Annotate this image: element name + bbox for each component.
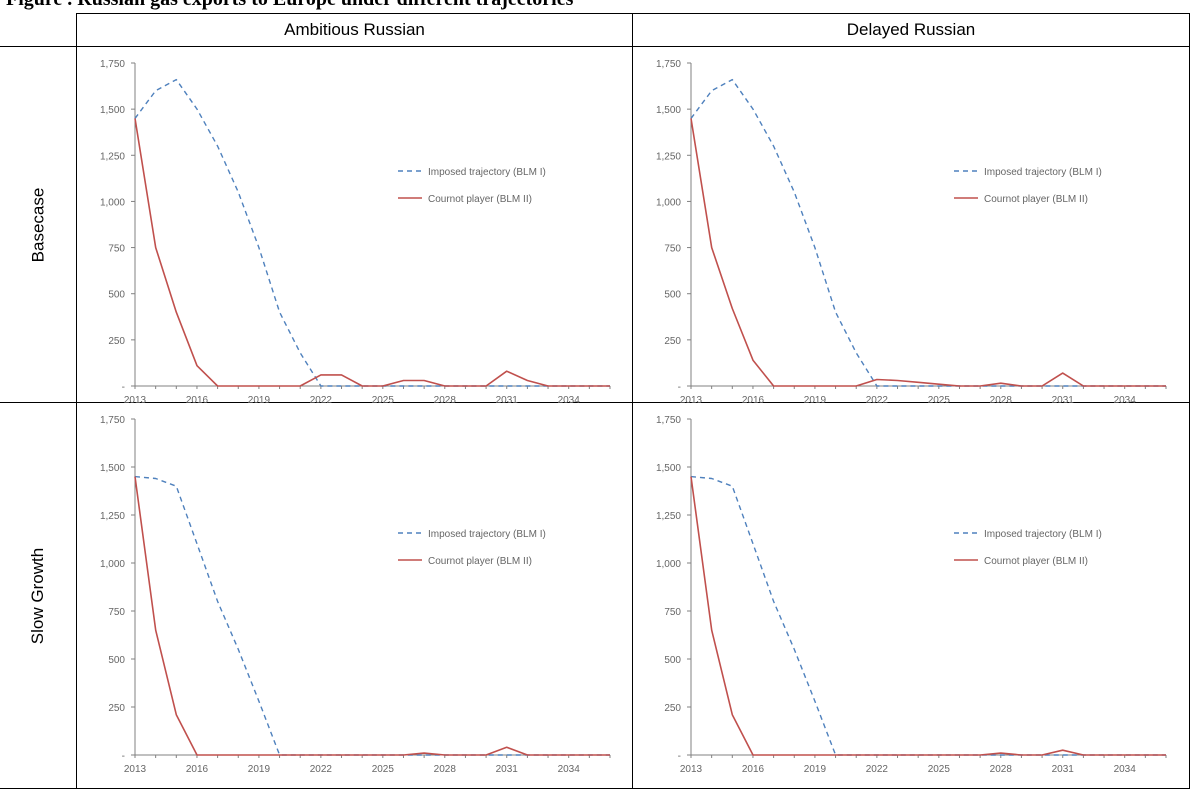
y-tick-label: 1,000 — [656, 197, 681, 208]
y-tick-label: 250 — [664, 336, 681, 347]
y-tick-label: 1,750 — [656, 59, 681, 70]
chart-slow-growth-ambitious: - 250 500 750 1,000 1,250 1,500 1,750 2013 2016 20… — [100, 415, 611, 775]
series-line-imposed — [134, 475, 610, 756]
x-tick-label: 2016 — [186, 395, 209, 406]
y-tick-label: 250 — [108, 703, 125, 714]
x-tick-label: 2019 — [248, 395, 271, 406]
x-tick-label: 2022 — [310, 764, 333, 775]
y-tick-label: 750 — [108, 244, 125, 255]
x-tick-label: 2025 — [928, 764, 951, 775]
legend-label-cournot: Cournot player (BLM II) — [428, 556, 532, 567]
series-line-imposed — [690, 78, 1166, 387]
x-tick-label: 2013 — [680, 764, 703, 775]
x-tick-label: 2016 — [742, 395, 765, 406]
y-tick-label: 1,250 — [100, 151, 125, 162]
x-tick-label: 2031 — [1052, 764, 1075, 775]
y-tick-label: 750 — [664, 244, 681, 255]
x-tick-label: 2031 — [496, 395, 519, 406]
y-tick-label: - — [122, 382, 125, 393]
legend-label-cournot: Cournot player (BLM II) — [428, 194, 532, 205]
series-line-cournot — [690, 476, 1166, 756]
x-tick-label: 2028 — [990, 764, 1013, 775]
legend-label-imposed: Imposed trajectory (BLM I) — [428, 167, 546, 178]
x-tick-label: 2022 — [310, 395, 333, 406]
figure-caption: Figure . Russian gas exports to Europe u… — [0, 0, 1190, 12]
table-rule-center — [632, 13, 633, 789]
y-tick-label: - — [122, 751, 125, 762]
legend-label-cournot: Cournot player (BLM II) — [984, 194, 1088, 205]
x-tick-label: 2025 — [372, 395, 395, 406]
y-tick-label: 250 — [108, 336, 125, 347]
x-tick-label: 2016 — [742, 764, 765, 775]
column-header-delayed: Delayed Russian — [846, 20, 976, 39]
series-line-imposed — [690, 475, 1166, 756]
y-tick-label: 1,500 — [656, 105, 681, 116]
y-tick-label: 1,000 — [100, 559, 125, 570]
y-tick-label: - — [678, 751, 681, 762]
x-tick-label: 2022 — [866, 395, 889, 406]
x-tick-label: 2028 — [990, 395, 1013, 406]
table-rule-middle — [0, 402, 1190, 403]
x-tick-label: 2013 — [124, 764, 147, 775]
x-tick-label: 2019 — [804, 395, 827, 406]
x-tick-label: 2028 — [434, 395, 457, 406]
x-tick-label: 2016 — [186, 764, 209, 775]
x-tick-label: 2022 — [866, 764, 889, 775]
y-tick-label: 1,000 — [656, 559, 681, 570]
series-line-imposed — [134, 78, 610, 387]
y-tick-label: 500 — [108, 290, 125, 301]
y-tick-label: 500 — [664, 290, 681, 301]
y-tick-label: 500 — [664, 655, 681, 666]
chart-basecase-delayed: - 250 500 750 1,000 1,250 1,500 1,750 2013 2016 20… — [656, 59, 1167, 406]
legend-label-cournot: Cournot player (BLM II) — [984, 556, 1088, 567]
x-tick-label: 2034 — [558, 395, 581, 406]
row-header-basecase: Basecase — [22, 47, 54, 402]
x-tick-label: 2013 — [680, 395, 703, 406]
y-tick-label: 1,500 — [100, 463, 125, 474]
y-tick-label: 1,500 — [656, 463, 681, 474]
x-tick-label: 2025 — [928, 395, 951, 406]
series-line-cournot — [134, 476, 610, 756]
series-line-cournot — [690, 118, 1166, 387]
row-header-slow-growth-label: Slow Growth — [28, 547, 47, 644]
table-rule-top — [76, 13, 1190, 14]
column-header-ambitious: Ambitious Russian — [284, 20, 425, 39]
y-tick-label: 1,500 — [100, 105, 125, 116]
x-tick-label: 2025 — [372, 764, 395, 775]
y-tick-label: 500 — [108, 655, 125, 666]
table-rule-header — [0, 46, 1190, 47]
legend-label-imposed: Imposed trajectory (BLM I) — [984, 529, 1102, 540]
x-tick-label: 2031 — [1052, 395, 1075, 406]
y-tick-label: 1,000 — [100, 197, 125, 208]
row-header-slow-growth: Slow Growth — [22, 403, 54, 788]
y-tick-label: 1,250 — [656, 511, 681, 522]
y-tick-label: 1,250 — [656, 151, 681, 162]
table-rule-left — [76, 13, 77, 789]
row-header-basecase-label: Basecase — [28, 187, 48, 262]
chart-slow-growth-delayed: - 250 500 750 1,000 1,250 1,500 1,750 2013 2016 20… — [656, 415, 1167, 775]
x-tick-label: 2028 — [434, 764, 457, 775]
x-tick-label: 2034 — [558, 764, 581, 775]
series-line-cournot — [134, 118, 610, 387]
y-tick-label: 750 — [108, 607, 125, 618]
y-tick-label: 1,750 — [100, 415, 125, 426]
x-tick-label: 2013 — [124, 395, 147, 406]
y-tick-label: 1,750 — [100, 59, 125, 70]
x-tick-label: 2019 — [248, 764, 271, 775]
chart-basecase-ambitious: - 250 500 750 1,000 1,250 1,500 1,750 2013 2016 20… — [100, 59, 611, 406]
x-tick-label: 2031 — [496, 764, 519, 775]
legend-label-imposed: Imposed trajectory (BLM I) — [984, 167, 1102, 178]
y-tick-label: 1,750 — [656, 415, 681, 426]
y-tick-label: - — [678, 382, 681, 393]
x-tick-label: 2034 — [1114, 764, 1137, 775]
x-tick-label: 2034 — [1114, 395, 1137, 406]
y-tick-label: 1,250 — [100, 511, 125, 522]
x-tick-label: 2019 — [804, 764, 827, 775]
legend-label-imposed: Imposed trajectory (BLM I) — [428, 529, 546, 540]
y-tick-label: 750 — [664, 607, 681, 618]
y-tick-label: 250 — [664, 703, 681, 714]
